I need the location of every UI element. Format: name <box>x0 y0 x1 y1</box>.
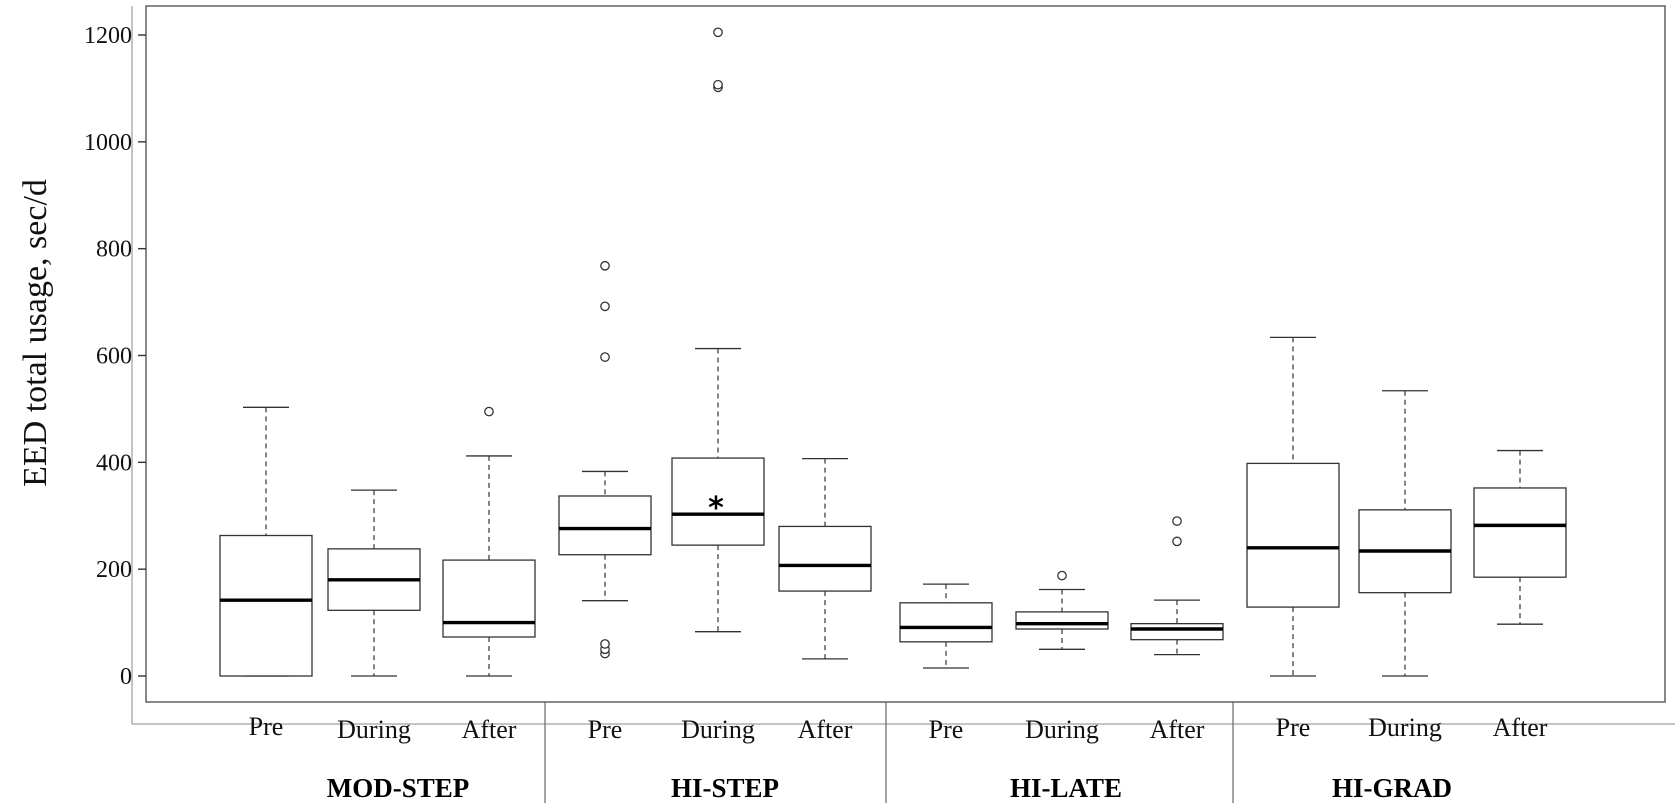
condition-label: Pre <box>588 715 623 744</box>
y-tick-label: 800 <box>96 237 132 263</box>
group-label: HI-LATE <box>1010 773 1122 803</box>
outlier-point <box>1172 516 1182 526</box>
box-hi-grad-pre <box>1246 336 1340 677</box>
box-hi-step-after <box>778 457 872 660</box>
chart-frame <box>131 5 1675 803</box>
box-iqr <box>219 534 313 677</box>
box-series: * <box>219 27 1567 677</box>
y-axis: 0 200 400 600 800 1000 1200 <box>84 23 146 690</box>
box-iqr <box>442 559 536 638</box>
box-hi-late-during <box>1015 570 1109 650</box>
outlier-point <box>713 27 723 38</box>
condition-label: After <box>798 715 853 744</box>
outlier-point <box>600 301 610 312</box>
condition-label: After <box>1493 713 1548 742</box>
box-hi-grad-during <box>1358 390 1452 677</box>
condition-label: Pre <box>929 715 964 744</box>
box-mod-step-pre <box>219 406 313 677</box>
group-label: MOD-STEP <box>327 773 470 803</box>
condition-label: During <box>681 715 755 744</box>
box-mod-step-after <box>442 406 536 677</box>
plot-border <box>145 5 1666 703</box>
box-hi-grad-after <box>1473 449 1567 625</box>
box-iqr <box>1246 462 1340 608</box>
y-tick-label: 0 <box>120 664 132 690</box>
condition-label: During <box>337 715 411 744</box>
outlier-point <box>600 352 610 362</box>
y-tick-label: 1000 <box>84 130 132 156</box>
box-hi-late-after <box>1130 516 1224 656</box>
box-hi-late-pre <box>899 583 993 669</box>
condition-label: Pre <box>249 712 284 741</box>
y-tick-label: 1200 <box>84 23 132 49</box>
box-iqr <box>778 525 872 592</box>
group-label: HI-GRAD <box>1332 773 1452 803</box>
outlier-point <box>600 639 610 649</box>
box-hi-step-during: * <box>671 27 765 633</box>
condition-label: During <box>1025 715 1099 744</box>
condition-label: Pre <box>1276 713 1311 742</box>
box-iqr <box>558 495 652 556</box>
outlier-point <box>484 406 494 417</box>
x-axis-labels: Pre During After MOD-STEP Pre During After HI-S… <box>249 712 1548 803</box>
y-axis-title: EED total usage, sec/d <box>17 179 54 487</box>
outlier-point <box>600 260 610 271</box>
significance-marker: * <box>708 491 724 526</box>
y-tick-label: 600 <box>96 344 132 370</box>
group-label: HI-STEP <box>671 773 779 803</box>
outlier-point <box>1172 536 1182 547</box>
box-hi-step-pre <box>558 260 652 659</box>
y-tick-label: 400 <box>96 450 132 476</box>
condition-label: After <box>462 715 517 744</box>
box-iqr <box>1015 611 1109 630</box>
condition-label: After <box>1150 715 1205 744</box>
box-iqr <box>1130 623 1224 641</box>
box-iqr <box>899 602 993 643</box>
box-iqr <box>1473 487 1567 578</box>
condition-label: During <box>1368 713 1442 742</box>
outlier-point <box>713 79 723 90</box>
box-mod-step-during <box>327 489 421 677</box>
y-tick-label: 200 <box>96 557 132 583</box>
outlier-point <box>1057 570 1067 581</box>
box-iqr <box>671 457 765 546</box>
